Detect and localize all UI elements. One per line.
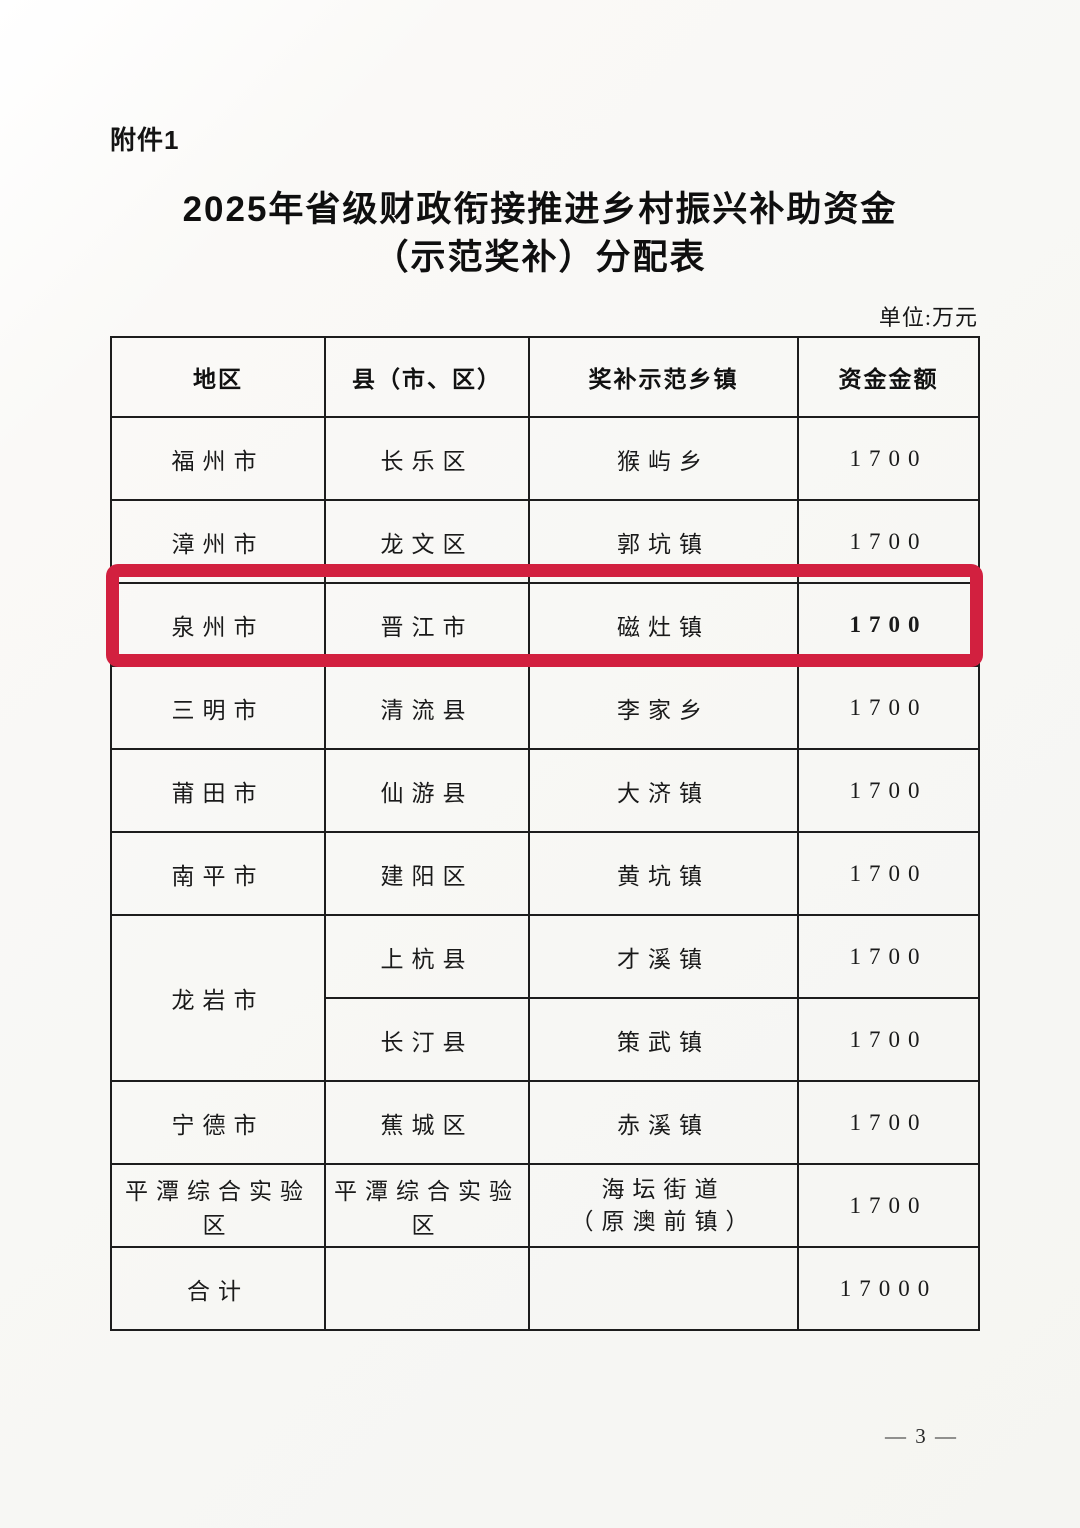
town-cell: 磁灶镇: [528, 582, 799, 667]
amount-cell: 1700: [797, 499, 980, 584]
county-cell: 上杭县: [324, 914, 530, 999]
amount-cell: 1700: [797, 1163, 980, 1248]
table-row-putian: 莆田市 仙游县 大济镇 1700: [110, 748, 980, 833]
amount-cell: 1700: [797, 582, 980, 667]
table-row-total: 合计 17000: [110, 1246, 980, 1331]
column-header-county: 县（市、区）: [324, 336, 530, 418]
amount-cell: 1700: [797, 997, 980, 1082]
town-cell: 黄坑镇: [528, 831, 799, 916]
region-cell: 莆田市: [110, 748, 326, 833]
town-cell: 才溪镇: [528, 914, 799, 999]
amount-cell: 1700: [797, 665, 980, 750]
table-row-pingtan: 平潭综合实验区 平潭综合实验区 海坛街道 （原澳前镇） 1700: [110, 1163, 980, 1248]
town-cell: 策武镇: [528, 997, 799, 1082]
total-label-cell: 合计: [110, 1246, 326, 1331]
column-header-amount: 资金金额: [797, 336, 980, 418]
region-cell: 三明市: [110, 665, 326, 750]
region-cell-merged: 龙岩市: [110, 914, 326, 1082]
table-row-longyan-shanghang: 龙岩市 上杭县 才溪镇 1700: [110, 914, 980, 1082]
region-cell: 漳州市: [110, 499, 326, 584]
town-cell: 赤溪镇: [528, 1080, 799, 1165]
unit-note: 单位:万元: [878, 305, 978, 330]
county-cell: 长汀县: [324, 997, 530, 1082]
table-row-quanzhou-highlighted: 泉州市 晋江市 磁灶镇 1700: [110, 582, 980, 667]
amount-cell: 1700: [797, 1080, 980, 1165]
county-cell: 仙游县: [324, 748, 530, 833]
column-header-town: 奖补示范乡镇: [528, 336, 799, 418]
empty-cell: [324, 1246, 530, 1331]
amount-cell: 1700: [797, 831, 980, 916]
county-cell: 建阳区: [324, 831, 530, 916]
total-amount-cell: 17000: [797, 1246, 980, 1331]
table-row-nanping: 南平市 建阳区 黄坑镇 1700: [110, 831, 980, 916]
empty-cell: [528, 1246, 799, 1331]
county-cell: 晋江市: [324, 582, 530, 667]
region-cell: 宁德市: [110, 1080, 326, 1165]
table-row-zhangzhou: 漳州市 龙文区 郭坑镇 1700: [110, 499, 980, 584]
county-cell: 清流县: [324, 665, 530, 750]
region-cell: 泉州市: [110, 582, 326, 667]
allocation-table: 地区 县（市、区） 奖补示范乡镇 资金金额 福州市 长乐区 猴屿乡 1700 漳…: [110, 336, 980, 1331]
town-cell: 海坛街道 （原澳前镇）: [528, 1163, 799, 1248]
county-cell: 长乐区: [324, 416, 530, 501]
document-title: 2025年省级财政衔接推进乡村振兴补助资金 （示范奖补）分配表: [0, 186, 1080, 283]
page-number: — 3 —: [885, 1424, 958, 1448]
amount-cell: 1700: [797, 748, 980, 833]
table-row-ningde: 宁德市 蕉城区 赤溪镇 1700: [110, 1080, 980, 1165]
column-header-region: 地区: [110, 336, 326, 418]
region-cell: 福州市: [110, 416, 326, 501]
document-title-line2: （示范奖补）分配表: [373, 238, 707, 278]
county-cell: 平潭综合实验区: [324, 1163, 530, 1248]
town-cell: 大济镇: [528, 748, 799, 833]
region-cell: 南平市: [110, 831, 326, 916]
region-cell: 平潭综合实验区: [110, 1163, 326, 1248]
table-header-row: 地区 县（市、区） 奖补示范乡镇 资金金额: [110, 336, 980, 418]
table-row-sanming: 三明市 清流县 李家乡 1700: [110, 665, 980, 750]
table-row-fuzhou: 福州市 长乐区 猴屿乡 1700: [110, 416, 980, 501]
county-cell: 蕉城区: [324, 1080, 530, 1165]
amount-cell: 1700: [797, 416, 980, 501]
town-cell: 郭坑镇: [528, 499, 799, 584]
amount-cell: 1700: [797, 914, 980, 999]
document-title-line1: 2025年省级财政衔接推进乡村振兴补助资金: [182, 190, 898, 229]
attachment-label: 附件1: [110, 125, 180, 155]
county-cell: 龙文区: [324, 499, 530, 584]
town-cell: 李家乡: [528, 665, 799, 750]
town-cell: 猴屿乡: [528, 416, 799, 501]
table-row-longyan-changting: 长汀县 策武镇 1700: [111, 997, 980, 1082]
